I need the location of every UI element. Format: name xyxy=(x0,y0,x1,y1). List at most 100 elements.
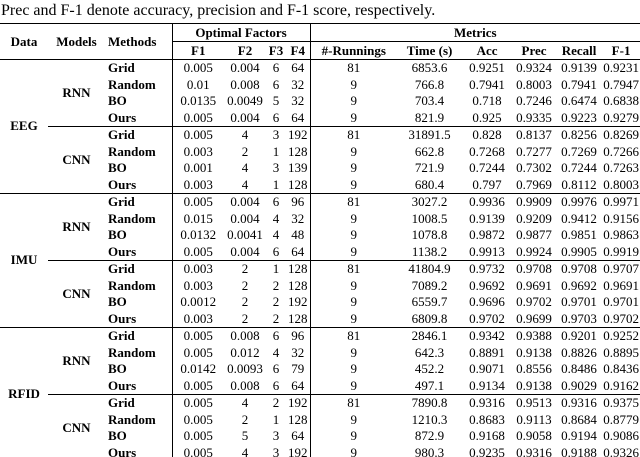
cell-f3: 4 xyxy=(272,210,280,226)
cell-f4: 32 xyxy=(291,76,305,92)
method-label: BO xyxy=(108,361,127,376)
cell-runs: 9 xyxy=(309,160,398,177)
cell-fscore: 0.9971 xyxy=(602,193,640,211)
cell-recall: 0.9701 xyxy=(561,294,597,309)
cell-acc: 0.9316 xyxy=(462,394,513,412)
cell-f3: 1 xyxy=(266,260,286,278)
cell-f4: 64 xyxy=(291,109,305,125)
method-label: Random xyxy=(108,143,156,159)
cell-fscore: 0.9162 xyxy=(603,377,639,393)
cell-runs: 9 xyxy=(309,227,398,244)
cell-f3: 1 xyxy=(272,176,280,192)
cell-recall: 0.9139 xyxy=(561,60,597,75)
table-caption: Prec and F-1 denote accuracy, precision … xyxy=(1,2,436,19)
cell-fscore: 0.9691 xyxy=(603,277,639,293)
results-table: Data Models Methods Optimal Factors Metr… xyxy=(0,23,640,457)
cell-fscore: 0.9701 xyxy=(603,294,639,309)
table-row: Ours 0.005 0.004 6 64 9 821.9 0.925 0.9335 0.9223… xyxy=(0,109,640,127)
method-label: BO xyxy=(108,294,127,309)
cell-f4: 32 xyxy=(291,344,305,360)
cell-f3: 4 xyxy=(272,227,280,242)
cell-acc: 0.9732 xyxy=(462,260,513,278)
header-methods: Methods xyxy=(105,23,172,60)
cell-f1: 0.005 xyxy=(171,394,224,412)
cell-f4: 128 xyxy=(288,411,308,427)
cell-f4: 96 xyxy=(286,193,311,211)
cell-f1: 0.003 xyxy=(171,310,224,328)
cell-fscore: 0.7947 xyxy=(603,76,639,92)
cell-f3: 6 xyxy=(266,327,286,345)
cell-recall: 0.9851 xyxy=(561,227,597,242)
cell-prec: 0.9058 xyxy=(516,428,552,443)
table-row: Random 0.005 0.012 4 32 9 642.3 0.8891 0.9138 0.8… xyxy=(0,344,640,361)
cell-f4: 32 xyxy=(291,93,305,108)
cell-fscore: 0.9252 xyxy=(602,327,640,345)
cell-f1: 0.005 xyxy=(171,377,224,395)
cell-recall: 0.9905 xyxy=(561,243,597,259)
cell-prec: 0.9388 xyxy=(512,327,557,345)
cell-fscore: 0.9702 xyxy=(603,310,639,326)
cell-f1: 0.0135 xyxy=(171,93,224,110)
cell-f4: 139 xyxy=(288,160,308,175)
cell-prec: 0.9909 xyxy=(512,193,557,211)
cell-f4: 64 xyxy=(291,60,305,75)
cell-f2: 4 xyxy=(241,176,249,192)
cell-time: 680.4 xyxy=(414,176,445,192)
cell-recall: 0.9201 xyxy=(556,327,603,345)
cell-prec: 0.9335 xyxy=(516,109,552,125)
cell-fscore: 0.9919 xyxy=(603,243,639,259)
cell-runs: 9 xyxy=(309,377,398,395)
cell-f1: 0.0012 xyxy=(171,294,224,311)
cell-time: 1008.5 xyxy=(411,210,448,226)
cell-acc: 0.9692 xyxy=(469,277,505,293)
cell-f2: 0.008 xyxy=(230,377,260,393)
cell-f1: 0.0142 xyxy=(171,361,224,378)
table-row: Random 0.003 2 2 128 9 7089.2 0.9692 0.9691 0.969… xyxy=(0,277,640,294)
cell-acc: 0.8683 xyxy=(469,411,505,427)
cell-fscore: 0.9326 xyxy=(603,444,639,457)
cell-prec: 0.9138 xyxy=(516,344,552,360)
cell-recall: 0.8112 xyxy=(561,176,597,192)
table-row: Random 0.01 0.008 6 32 9 766.8 0.7941 0.8003 0.79… xyxy=(0,76,640,93)
cell-recall: 0.9412 xyxy=(561,210,597,226)
cell-acc: 0.9071 xyxy=(469,361,505,376)
method-label: Ours xyxy=(108,109,137,125)
cell-f1: 0.003 xyxy=(171,176,224,194)
cell-time: 6809.8 xyxy=(411,310,448,326)
cell-runs: 9 xyxy=(309,93,398,110)
method-label: Grid xyxy=(105,260,172,278)
method-label: Ours xyxy=(108,176,137,192)
table-body: EEG RNN Grid 0.005 0.004 6 64 81 6853.6 0.9251 0.9… xyxy=(0,59,640,457)
cell-f4: 64 xyxy=(291,243,305,259)
table-row: IMU RNN Grid 0.005 0.004 6 96 81 3027.2 0.9936 0.9… xyxy=(0,193,640,328)
cell-prec: 0.8556 xyxy=(516,361,552,376)
cell-f2: 4 xyxy=(241,444,249,457)
cell-f3: 6 xyxy=(272,377,280,393)
cell-f1: 0.005 xyxy=(171,344,224,361)
cell-runs: 81 xyxy=(309,193,398,211)
model-label: RNN xyxy=(48,193,105,261)
cell-acc: 0.7941 xyxy=(469,76,505,92)
header-metric-recall: Recall xyxy=(556,41,603,60)
cell-f1: 0.005 xyxy=(171,59,224,77)
cell-f4: 192 xyxy=(288,294,308,309)
cell-f4: 128 xyxy=(286,260,311,278)
cell-runs: 81 xyxy=(309,394,398,412)
method-label: BO xyxy=(108,428,127,443)
cell-f4: 192 xyxy=(288,444,308,457)
cell-f2: 0.0093 xyxy=(227,361,263,376)
cell-time: 497.1 xyxy=(414,377,445,393)
cell-f4: 64 xyxy=(291,377,305,393)
method-label: Random xyxy=(108,210,156,226)
header-factor-f2: F2 xyxy=(224,41,266,60)
cell-f2: 2 xyxy=(241,143,249,159)
cell-f3: 2 xyxy=(272,277,280,293)
cell-fscore: 0.8779 xyxy=(603,411,639,427)
cell-acc: 0.925 xyxy=(472,109,502,125)
cell-time: 3027.2 xyxy=(397,193,463,211)
cell-recall: 0.9692 xyxy=(561,277,597,293)
method-label: BO xyxy=(108,227,127,242)
model-label: CNN xyxy=(48,260,105,328)
cell-f2: 4 xyxy=(224,394,266,412)
